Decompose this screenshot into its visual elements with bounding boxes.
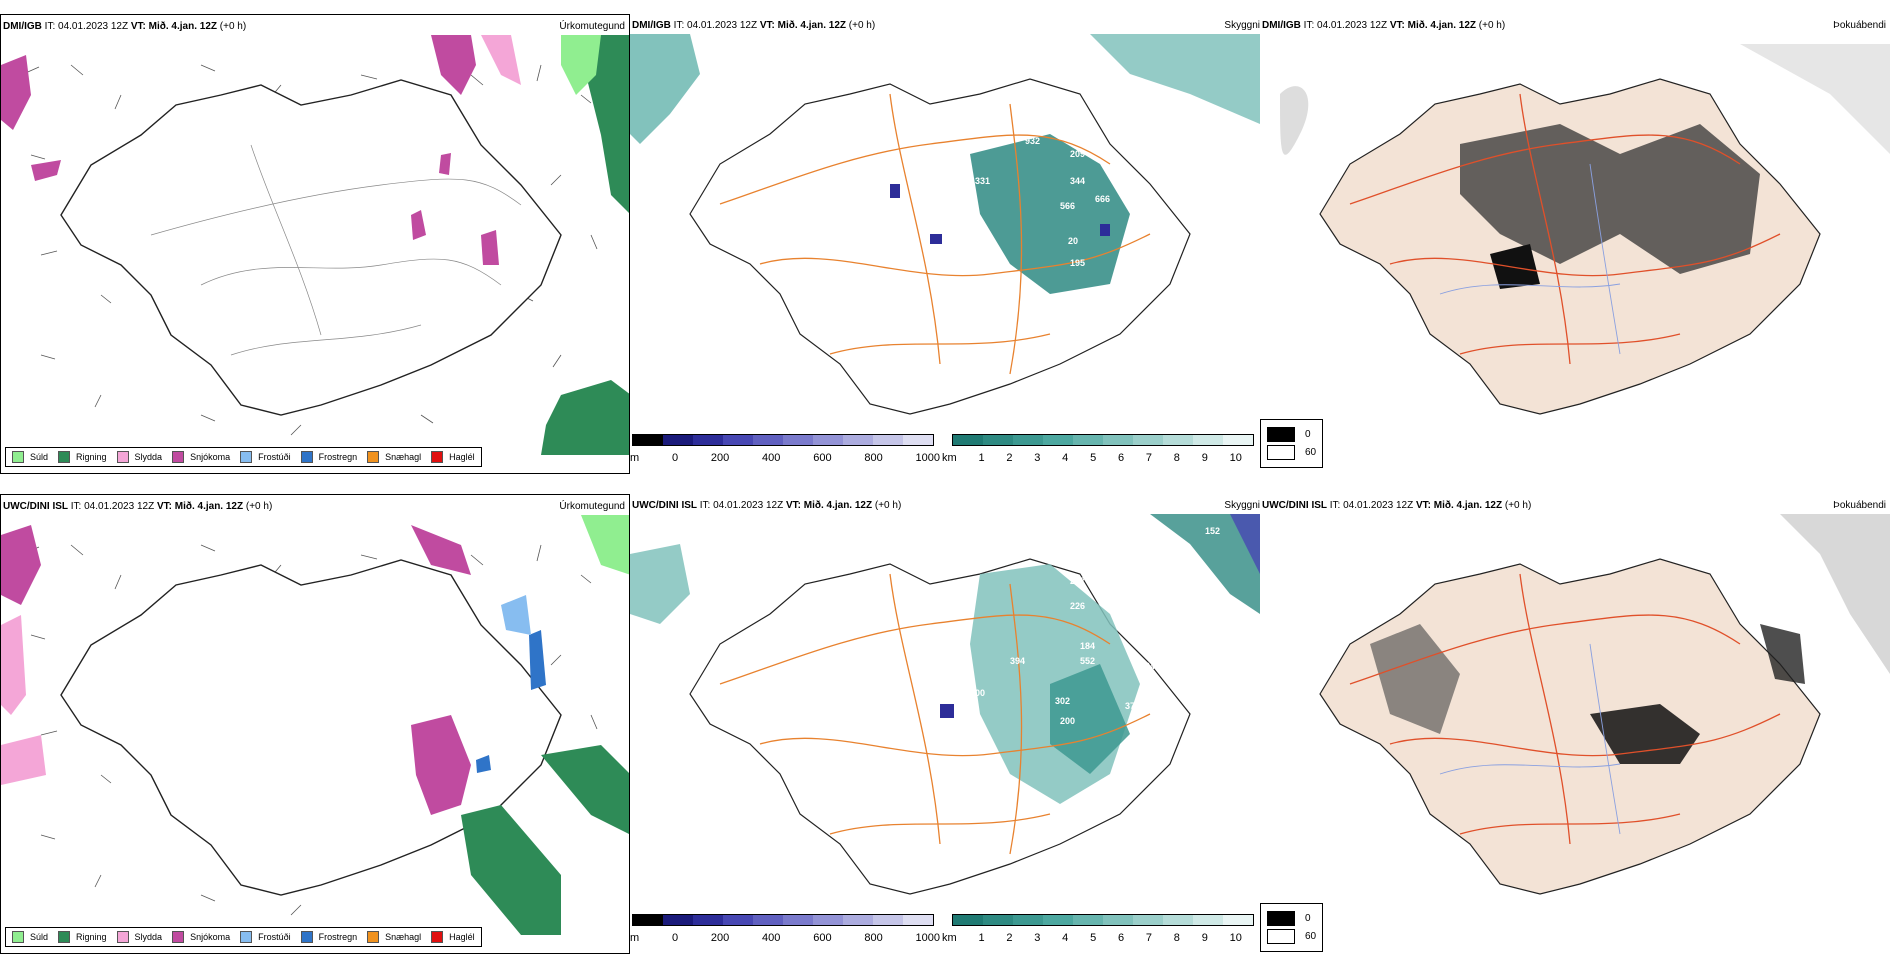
fog-legend-row: 60 bbox=[1267, 445, 1316, 460]
fog-swatch bbox=[1267, 427, 1295, 442]
legend-swatch bbox=[300, 451, 313, 463]
fog-legend: 0 60 bbox=[1260, 903, 1324, 952]
cloud-base-label: 277 bbox=[1070, 576, 1085, 586]
iceland-fog-map bbox=[1319, 514, 1890, 895]
cloud-base-label: 344 bbox=[1070, 176, 1085, 186]
legend-swatch bbox=[300, 931, 313, 943]
iceland-precip-map bbox=[1, 35, 629, 455]
visibility-panel-row1: DMI/IGB IT: 04.01.2023 12Z VT: Mið. 4.ja… bbox=[630, 14, 1260, 474]
cloud-base-label: 200 bbox=[1060, 716, 1075, 726]
visibility-panel-row2: UWC/DINI ISL IT: 04.01.2023 12Z VT: Mið.… bbox=[630, 494, 1260, 954]
cloud-base-label: 932 bbox=[1025, 136, 1040, 146]
legend-swatch bbox=[367, 451, 380, 463]
fog-legend: 0 60 bbox=[1260, 419, 1324, 468]
panel-title: DMI/IGB IT: 04.01.2023 12Z VT: Mið. 4.ja… bbox=[3, 21, 247, 32]
legend-item: Rigning bbox=[58, 931, 107, 943]
legend-item: Slydda bbox=[116, 451, 162, 463]
cloud-base-label: 209 bbox=[1070, 149, 1085, 159]
precip-type-panel-row1: DMI/IGB IT: 04.01.2023 12Z VT: Mið. 4.ja… bbox=[0, 14, 630, 474]
legend-item: Frostúði bbox=[240, 931, 291, 943]
fog-swatch bbox=[1267, 445, 1295, 460]
visibility-colorbar bbox=[952, 434, 1254, 446]
legend-swatch bbox=[172, 451, 185, 463]
cloud-base-ticks: m 0 200 400 600 800 1000 bbox=[630, 932, 940, 944]
cloud-base-ticks: m 0 200 400 600 800 1000 bbox=[630, 452, 940, 464]
iceland-fog-map bbox=[1280, 44, 1890, 415]
cloud-base-label: 331 bbox=[975, 176, 990, 186]
iceland-visibility-map: 932 209 331 344 666 566 163 20 195 183 bbox=[630, 34, 1260, 415]
legend-swatch bbox=[240, 451, 253, 463]
legend-item: Slydda bbox=[116, 931, 162, 943]
legend-swatch bbox=[431, 931, 444, 943]
cloud-base-label: 394 bbox=[1010, 656, 1025, 666]
legend-item: Súld bbox=[12, 931, 48, 943]
cloud-base-label: 20 bbox=[1068, 236, 1078, 246]
iceland-precip-map bbox=[1, 515, 629, 935]
cloud-base-label: 152 bbox=[1205, 526, 1220, 536]
legend-swatch bbox=[58, 931, 71, 943]
fog-swatch bbox=[1267, 911, 1295, 926]
legend-swatch bbox=[240, 931, 253, 943]
visibility-colorbar bbox=[952, 914, 1254, 926]
legend-item: Snæhagl bbox=[367, 451, 421, 463]
iceland-visibility-map: 152 277 226 184 394 552 700 302 200 168 … bbox=[630, 514, 1260, 895]
cloud-base-label: 184 bbox=[1080, 641, 1095, 651]
cloud-base-colorbar bbox=[632, 434, 934, 446]
fog-swatch bbox=[1267, 929, 1295, 944]
legend-item: Frostregn bbox=[300, 931, 357, 943]
cloud-base-label: 226 bbox=[1070, 601, 1085, 611]
visibility-ticks: km 1 2 3 4 5 6 7 8 9 10 bbox=[942, 452, 1242, 464]
cloud-base-label: 163 bbox=[958, 231, 973, 241]
panel-title: DMI/IGB IT: 04.01.2023 12Z VT: Mið. 4.ja… bbox=[632, 20, 876, 31]
cloud-base-label: 666 bbox=[1095, 194, 1110, 204]
legend-swatch bbox=[172, 931, 185, 943]
legend-swatch bbox=[116, 931, 129, 943]
fog-indicator-panel-row1: DMI/IGB IT: 04.01.2023 12Z VT: Mið. 4.ja… bbox=[1260, 14, 1890, 474]
legend-swatch bbox=[12, 451, 24, 463]
visibility-ticks: km 1 2 3 4 5 6 7 8 9 10 bbox=[942, 932, 1242, 944]
cloud-base-label: 168 bbox=[1145, 641, 1160, 651]
cloud-base-label: 37 bbox=[1125, 701, 1135, 711]
legend-item: Snæhagl bbox=[367, 931, 421, 943]
fog-indicator-panel-row2: UWC/DINI ISL IT: 04.01.2023 12Z VT: Mið.… bbox=[1260, 494, 1890, 954]
fog-legend-row: 0 bbox=[1267, 427, 1316, 442]
legend-item: Snjókoma bbox=[172, 451, 230, 463]
legend-swatch bbox=[116, 451, 129, 463]
fog-legend-row: 0 bbox=[1267, 911, 1316, 926]
panel-title: UWC/DINI ISL IT: 04.01.2023 12Z VT: Mið.… bbox=[1262, 500, 1532, 511]
panel-title: DMI/IGB IT: 04.01.2023 12Z VT: Mið. 4.ja… bbox=[1262, 20, 1506, 31]
panel-variable: Skyggni bbox=[1224, 20, 1260, 31]
cloud-base-label: 204 bbox=[1140, 661, 1155, 671]
panel-variable: Skyggni bbox=[1224, 500, 1260, 511]
precip-type-legend: Súld Rigning Slydda Snjókoma Frostúði Fr… bbox=[5, 927, 482, 947]
panel-variable: Þokuábendi bbox=[1833, 500, 1886, 511]
legend-swatch bbox=[431, 451, 444, 463]
cloud-base-label: 195 bbox=[1070, 258, 1085, 268]
cloud-base-label: 302 bbox=[1055, 696, 1070, 706]
cloud-base-label: 566 bbox=[1060, 201, 1075, 211]
legend-item: Haglél bbox=[431, 931, 475, 943]
legend-swatch bbox=[367, 931, 380, 943]
legend-swatch bbox=[58, 451, 71, 463]
cloud-base-colorbar bbox=[632, 914, 934, 926]
legend-item: Haglél bbox=[431, 451, 475, 463]
legend-item: Súld bbox=[12, 451, 48, 463]
cloud-base-label: 552 bbox=[1080, 656, 1095, 666]
panel-variable: Úrkomutegund bbox=[559, 21, 625, 32]
precip-type-panel-row2: UWC/DINI ISL IT: 04.01.2023 12Z VT: Mið.… bbox=[0, 494, 630, 954]
legend-item: Frostregn bbox=[300, 451, 357, 463]
legend-item: Snjókoma bbox=[172, 931, 230, 943]
cloud-base-label: 700 bbox=[970, 688, 985, 698]
fog-legend-row: 60 bbox=[1267, 929, 1316, 944]
cloud-base-label: 183 bbox=[1128, 218, 1143, 228]
legend-item: Rigning bbox=[58, 451, 107, 463]
panel-title: UWC/DINI ISL IT: 04.01.2023 12Z VT: Mið.… bbox=[3, 501, 273, 512]
panel-variable: Þokuábendi bbox=[1833, 20, 1886, 31]
panel-variable: Úrkomutegund bbox=[559, 501, 625, 512]
legend-item: Frostúði bbox=[240, 451, 291, 463]
legend-swatch bbox=[12, 931, 24, 943]
precip-type-legend: Súld Rigning Slydda Snjókoma Frostúði Fr… bbox=[5, 447, 482, 467]
panel-title: UWC/DINI ISL IT: 04.01.2023 12Z VT: Mið.… bbox=[632, 500, 902, 511]
